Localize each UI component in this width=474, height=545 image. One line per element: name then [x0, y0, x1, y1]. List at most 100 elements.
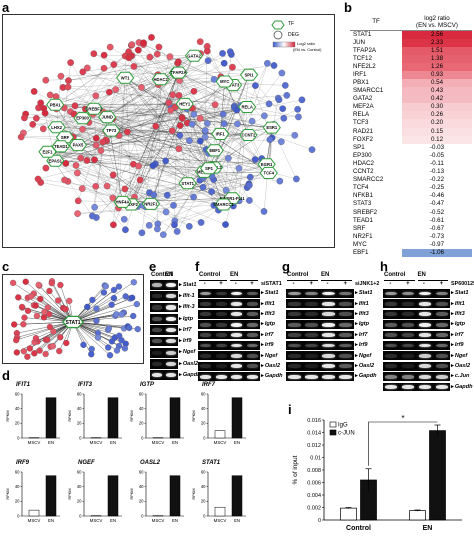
- gel-strip: [198, 299, 260, 309]
- gel-row-label: ▸Gapdh: [451, 384, 473, 390]
- gel-band: [246, 333, 258, 337]
- deg-node: [130, 63, 138, 70]
- deg-node: [93, 305, 100, 312]
- x-tick-label: EN: [110, 518, 116, 523]
- gel-header-control: Control: [199, 272, 221, 278]
- deg-node: [92, 141, 100, 149]
- gel-band: [385, 291, 398, 296]
- gel-band: [151, 305, 163, 310]
- y-tick-label: 60: [77, 469, 82, 474]
- deg-node: [130, 279, 137, 286]
- arrow-right-icon: ▸: [179, 360, 182, 367]
- panel-label-c: c: [2, 259, 10, 274]
- network-edge: [177, 72, 214, 206]
- gel-gene-name: Irf9: [182, 338, 192, 345]
- tf-node-label: HNF4A: [116, 200, 130, 205]
- gel-band: [402, 322, 415, 327]
- table-row: MYC -0.97: [350, 240, 472, 249]
- deg-node: [42, 76, 50, 84]
- deg-node: [105, 344, 112, 351]
- gel-gene-name: c.Jun: [454, 373, 470, 380]
- network-edge: [160, 79, 241, 106]
- table-cell-tf: TEAD1: [353, 216, 373, 224]
- table-cell-tf: SP1: [353, 143, 365, 151]
- gel-sign: +: [309, 281, 314, 287]
- gel-band: [288, 374, 301, 379]
- gel-band: [246, 291, 258, 296]
- gel-row-label: ▸Ifit1: [355, 301, 369, 307]
- table-row: SMARCC2 -0.22: [350, 176, 472, 185]
- network-edge: [105, 131, 205, 172]
- gel-gene-name: Ifit3: [454, 311, 465, 317]
- deg-node: [203, 119, 211, 127]
- gel-band: [305, 322, 318, 327]
- deg-node: [126, 324, 133, 332]
- gel-sign: +: [406, 281, 410, 287]
- gel-band: [246, 343, 258, 348]
- gel-band: [151, 316, 163, 321]
- gel-strip: [286, 351, 354, 361]
- tf-node-label: STAT1: [181, 181, 194, 186]
- gel-band: [231, 353, 243, 358]
- deg-node: [66, 297, 73, 305]
- y-tick-label: 40: [201, 406, 206, 411]
- gel-band: [418, 353, 431, 358]
- gel-strip: [383, 309, 450, 319]
- deg-node: [246, 173, 254, 181]
- gel-sign: -: [203, 281, 206, 287]
- table-row: SMARCC1 0.43: [350, 87, 472, 96]
- gel-band: [402, 374, 415, 379]
- bar-igg-control: [340, 507, 357, 521]
- gel-band: [165, 328, 177, 333]
- gel-strip: [383, 299, 450, 309]
- panel-label-i: i: [288, 402, 292, 417]
- table-cell-tf: GATA2: [353, 95, 373, 103]
- gel-row-label: ▸Igtp: [261, 321, 275, 327]
- tf-node-label: FOXF2: [124, 202, 138, 207]
- gel-treatment-label: siSTAT1: [261, 281, 282, 287]
- gel-band: [339, 343, 352, 348]
- network-edge: [47, 151, 166, 162]
- network-edge: [271, 127, 297, 180]
- tf-node-label: IRF1: [216, 132, 226, 137]
- subnetwork-edge: [27, 297, 74, 323]
- bar-en: [107, 475, 119, 517]
- rpkm-chart-title: IRF9: [16, 460, 30, 466]
- gel-panel-g: Control EN siJNK1+2- + - + ▸Stat1 ▸Ifit1 ▸Ifit3 ▸…: [286, 272, 380, 384]
- gel-band: [231, 333, 243, 337]
- deg-node: [220, 120, 228, 127]
- gel-band: [402, 364, 415, 369]
- deg-node: [84, 303, 91, 311]
- deg-node: [222, 186, 230, 194]
- table-row: TCF12 1.38: [350, 54, 472, 63]
- gel-gene-name: Stat1: [454, 290, 469, 297]
- arrow-right-icon: ▸: [261, 321, 264, 328]
- deg-node: [28, 293, 35, 300]
- gel-gene-name: Gapdh: [454, 383, 473, 390]
- deg-node: [175, 145, 183, 153]
- deg-node: [219, 110, 227, 118]
- deg-node: [178, 114, 186, 122]
- arrow-right-icon: ▸: [451, 373, 454, 380]
- gel-sign: +: [219, 281, 223, 287]
- deg-node: [118, 311, 125, 318]
- tf-node-label: CCNT2: [241, 133, 256, 138]
- rpkm-chart-svg: 0 20 40 60 RPKM MSCV EN: [130, 391, 184, 445]
- x-tick-label: MSCV: [28, 518, 41, 523]
- table-cell-tf: PBX1: [353, 79, 369, 87]
- gel-row-label: ▸Ngef: [451, 353, 467, 359]
- deg-node: [128, 41, 136, 48]
- network-edge: [87, 67, 210, 169]
- rpkm-chart-title: IGTP: [140, 382, 155, 388]
- rpkm-chart: IFIT3 0 20 40 60 RPKM MSCV EN: [66, 382, 128, 454]
- table-header-row: TF log2 ratio (EN vs. MSCV): [350, 14, 472, 31]
- gel-band: [305, 333, 318, 337]
- gel-band: [200, 333, 212, 337]
- gel-row-label: ▸Oasl2: [261, 363, 280, 369]
- deg-node: [293, 175, 300, 183]
- deg-node: [261, 112, 268, 120]
- network-edge: [124, 183, 188, 190]
- deg-node: [63, 339, 70, 347]
- deg-node: [224, 154, 232, 162]
- deg-node: [43, 336, 51, 343]
